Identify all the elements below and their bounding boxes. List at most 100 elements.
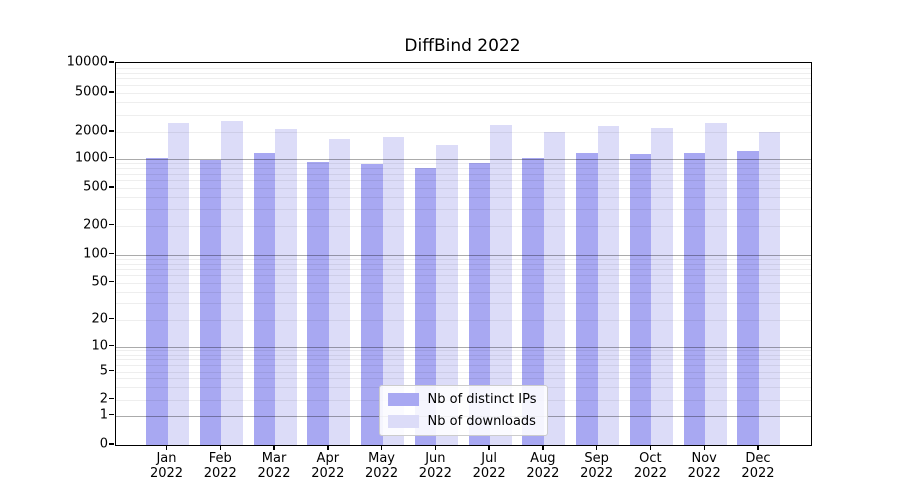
month-label: Apr — [316, 451, 340, 466]
y-tick-label-1: 1 — [99, 407, 108, 423]
x-tick-mark-jun — [434, 445, 437, 450]
y-tick-label-100: 100 — [83, 246, 108, 262]
x-tick-label-sep: Sep 2022 — [567, 451, 627, 481]
y-tick-mark-1 — [109, 413, 114, 416]
bar-nb-of-downloads-apr — [328, 138, 351, 445]
y-tick-mark-100 — [109, 253, 114, 255]
x-tick-mark-feb — [219, 445, 221, 450]
x-tick-mark-aug — [542, 445, 544, 450]
x-tick-mark-jul — [488, 445, 490, 450]
legend-label-downloads: Nb of downloads — [427, 414, 536, 429]
x-tick-label-nov: Nov 2022 — [674, 451, 734, 481]
bar-nb-of-downloads-jul — [490, 125, 512, 445]
month-label: May — [368, 451, 396, 466]
x-tick-label-aug: Aug 2022 — [513, 451, 573, 481]
year-label: 2022 — [203, 466, 237, 481]
x-tick-label-jun: Jun 2022 — [405, 451, 465, 481]
bar-nb-of-distinct-ips-jun — [414, 168, 437, 445]
x-tick-mark-mar — [273, 445, 275, 450]
chart-title: DiffBind 2022 — [404, 36, 521, 56]
legend-label-distinct-ips: Nb of distinct IPs — [427, 392, 537, 407]
month-label: Jun — [425, 451, 446, 466]
y-tick-label-10: 10 — [91, 338, 108, 354]
x-tick-label-apr: Apr 2022 — [298, 451, 358, 481]
year-label: 2022 — [741, 466, 775, 481]
x-tick-label-jul: Jul 2022 — [459, 451, 519, 481]
bar-nb-of-downloads-nov — [705, 122, 727, 445]
month-label: Aug — [530, 451, 556, 466]
bar-nb-of-downloads-aug — [543, 131, 566, 445]
bar-nb-of-downloads-feb — [221, 120, 243, 445]
bar-nb-of-downloads-mar — [275, 129, 297, 445]
x-tick-label-mar: Mar 2022 — [244, 451, 304, 481]
y-tick-label-2000: 2000 — [74, 123, 108, 139]
year-label: 2022 — [580, 466, 614, 481]
y-tick-label-200: 200 — [83, 217, 108, 233]
year-label: 2022 — [311, 466, 345, 481]
x-tick-label-oct: Oct 2022 — [620, 451, 680, 481]
plot-area: Nb of distinct IPs Nb of downloads — [115, 62, 812, 446]
month-label: Oct — [639, 451, 662, 466]
y-tick-label-2: 2 — [99, 391, 108, 407]
year-label: 2022 — [687, 466, 721, 481]
y-tick-label-5: 5 — [99, 363, 108, 379]
year-label: 2022 — [257, 466, 291, 481]
bar-nb-of-downloads-dec — [758, 132, 781, 445]
month-label: Mar — [261, 451, 287, 466]
year-label: 2022 — [418, 466, 452, 481]
year-label: 2022 — [633, 466, 667, 481]
month-label: Nov — [691, 451, 717, 466]
y-tick-mark-500 — [109, 186, 114, 188]
month-label: Feb — [208, 451, 232, 466]
bars-layer — [116, 63, 811, 445]
y-tick-mark-2 — [109, 397, 114, 400]
bar-nb-of-downloads-sep — [597, 126, 620, 445]
x-tick-mark-dec — [757, 445, 759, 450]
bar-nb-of-distinct-ips-may — [361, 163, 383, 445]
y-tick-mark-0 — [109, 443, 114, 445]
year-label: 2022 — [472, 466, 506, 481]
year-label: 2022 — [526, 466, 560, 481]
bar-nb-of-downloads-jun — [436, 145, 458, 445]
month-label: Sep — [584, 451, 609, 466]
y-tick-mark-5 — [109, 369, 114, 372]
y-tick-label-500: 500 — [83, 179, 108, 195]
x-tick-mark-nov — [703, 445, 705, 450]
bar-nb-of-downloads-oct — [651, 127, 673, 445]
distinct-ips-swatch — [387, 393, 419, 406]
y-tick-mark-20 — [109, 317, 114, 320]
bar-nb-of-distinct-ips-jan — [146, 157, 168, 445]
bar-nb-of-downloads-may — [382, 136, 405, 445]
x-tick-mark-may — [380, 445, 383, 450]
bar-nb-of-distinct-ips-aug — [522, 157, 544, 445]
y-tick-label-10000: 10000 — [66, 54, 108, 70]
bar-nb-of-distinct-ips-jul — [468, 162, 491, 445]
y-tick-mark-10000 — [109, 61, 114, 63]
month-label: Jul — [481, 451, 497, 466]
y-tick-mark-50 — [109, 281, 114, 283]
x-tick-label-may: May 2022 — [352, 451, 412, 481]
legend-row-distinct-ips: Nb of distinct IPs — [387, 392, 537, 407]
x-tick-label-jan: Jan 2022 — [137, 451, 197, 481]
y-tick-mark-10 — [109, 344, 114, 347]
y-tick-mark-200 — [109, 224, 114, 226]
y-tick-label-50: 50 — [91, 274, 108, 290]
x-tick-mark-oct — [649, 445, 652, 450]
year-label: 2022 — [365, 466, 399, 481]
month-label: Jan — [156, 451, 177, 466]
legend-row-downloads: Nb of downloads — [387, 414, 537, 429]
bar-nb-of-downloads-jan — [167, 123, 189, 445]
bar-nb-of-distinct-ips-feb — [199, 159, 222, 445]
bar-nb-of-distinct-ips-nov — [683, 152, 706, 445]
x-tick-mark-sep — [595, 445, 598, 450]
x-tick-mark-jan — [165, 445, 168, 450]
x-tick-label-feb: Feb 2022 — [190, 451, 250, 481]
bar-nb-of-distinct-ips-mar — [253, 153, 276, 445]
y-tick-mark-1000 — [109, 156, 114, 159]
y-tick-mark-5000 — [109, 91, 114, 93]
bar-nb-of-distinct-ips-sep — [576, 152, 598, 445]
y-tick-label-5000: 5000 — [74, 84, 108, 100]
legend: Nb of distinct IPs Nb of downloads — [378, 385, 549, 436]
y-tick-mark-2000 — [109, 130, 114, 132]
